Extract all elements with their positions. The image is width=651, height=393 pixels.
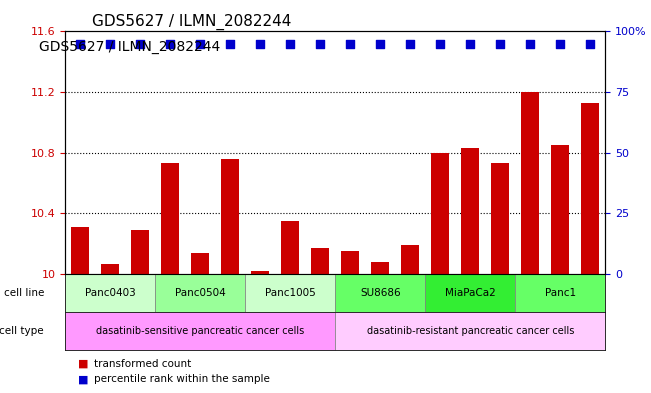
Bar xyxy=(71,227,89,393)
Point xyxy=(285,40,296,47)
Bar xyxy=(101,264,119,393)
Bar xyxy=(462,148,479,393)
Point xyxy=(525,40,536,47)
Bar xyxy=(221,159,239,393)
Text: ■: ■ xyxy=(78,374,89,384)
Bar xyxy=(311,248,329,393)
Text: dasatinib-sensitive pancreatic cancer cells: dasatinib-sensitive pancreatic cancer ce… xyxy=(96,327,304,336)
Point xyxy=(135,40,145,47)
Point xyxy=(495,40,506,47)
Bar xyxy=(245,274,335,312)
Bar xyxy=(341,252,359,393)
Text: GDS5627 / ILMN_2082244: GDS5627 / ILMN_2082244 xyxy=(39,40,220,54)
Text: transformed count: transformed count xyxy=(94,358,191,369)
Point xyxy=(585,40,596,47)
Text: Panc0403: Panc0403 xyxy=(85,288,135,298)
Bar xyxy=(401,245,419,393)
Point xyxy=(105,40,115,47)
Text: percentile rank within the sample: percentile rank within the sample xyxy=(94,374,270,384)
Point xyxy=(405,40,415,47)
Text: SU8686: SU8686 xyxy=(360,288,400,298)
Bar xyxy=(191,253,209,393)
Text: Panc1005: Panc1005 xyxy=(265,288,316,298)
Bar xyxy=(551,145,570,393)
Bar xyxy=(492,163,509,393)
Point xyxy=(465,40,475,47)
Bar xyxy=(516,274,605,312)
Bar xyxy=(581,103,600,393)
Point xyxy=(225,40,236,47)
Bar xyxy=(521,92,540,393)
Text: ■: ■ xyxy=(78,358,89,369)
Text: Panc1: Panc1 xyxy=(545,288,576,298)
Bar xyxy=(251,271,270,393)
Bar xyxy=(65,274,155,312)
Point xyxy=(165,40,175,47)
Point xyxy=(345,40,355,47)
Bar xyxy=(161,163,179,393)
Point xyxy=(555,40,566,47)
Point xyxy=(375,40,385,47)
Point xyxy=(75,40,85,47)
Bar xyxy=(65,312,335,351)
Text: MiaPaCa2: MiaPaCa2 xyxy=(445,288,495,298)
Text: cell type: cell type xyxy=(0,327,44,336)
Point xyxy=(315,40,326,47)
Bar xyxy=(155,274,245,312)
Bar xyxy=(131,230,149,393)
Text: cell line: cell line xyxy=(4,288,44,298)
Bar xyxy=(335,274,425,312)
Bar xyxy=(371,262,389,393)
Point xyxy=(435,40,445,47)
Text: GDS5627 / ILMN_2082244: GDS5627 / ILMN_2082244 xyxy=(92,14,292,30)
Text: dasatinib-resistant pancreatic cancer cells: dasatinib-resistant pancreatic cancer ce… xyxy=(367,327,574,336)
Text: Panc0504: Panc0504 xyxy=(175,288,225,298)
Bar xyxy=(432,153,449,393)
Bar xyxy=(281,221,299,393)
Point xyxy=(255,40,266,47)
Bar xyxy=(335,312,605,351)
Point xyxy=(195,40,206,47)
Bar xyxy=(425,274,516,312)
